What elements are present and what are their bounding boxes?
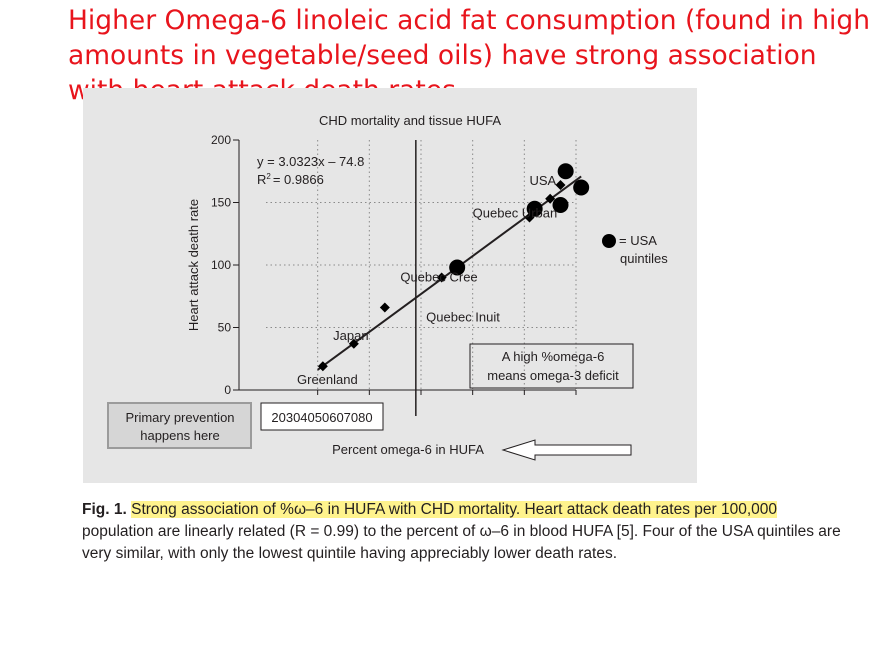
deficit-note-line-1: A high %omega-6 (502, 349, 605, 364)
point-labels: Greenland Japan Quebec Cree Quebec Inuit Que… (297, 173, 557, 387)
y-axis-ticks: 0 50 100 150 200 (211, 133, 239, 397)
r-squared-value: = 0.9866 (273, 172, 324, 187)
data-point-usa-quintile (552, 197, 569, 213)
data-point (545, 193, 556, 204)
r-squared-label: R2 = 0.9866 (257, 172, 324, 187)
arrow-left-icon (501, 439, 632, 461)
r-squared-exponent: 2 (266, 172, 271, 181)
y-tick-label: 200 (211, 133, 231, 147)
y-tick-label: 0 (224, 383, 231, 397)
data-point-usa-quintile (526, 200, 543, 217)
point-label: Quebec Cree (400, 269, 477, 284)
data-point-usa-quintile (557, 163, 574, 180)
y-axis-label: Heart attack death rate (186, 199, 201, 331)
data-point (348, 338, 359, 349)
legend-line-1: = USA (619, 233, 657, 248)
data-point (555, 180, 566, 190)
caption-highlight: Strong association of %ω–6 in HUFA with … (131, 501, 778, 518)
regression-equation: y = 3.0323x – 74.8 (257, 154, 364, 169)
data-point-usa-quintile (449, 259, 466, 276)
data-points (317, 163, 590, 372)
x-tick-labels: 20304050607080 (271, 410, 372, 425)
caption-rest: population are linearly related (R = 0.9… (82, 523, 841, 562)
x-axis-ticks (239, 389, 577, 395)
deficit-note-box (469, 343, 634, 389)
point-label: Quebec Urban (473, 206, 558, 221)
prevention-line-1: Primary prevention (125, 410, 234, 425)
headline: Higher Omega-6 linoleic acid fat consump… (68, 5, 871, 106)
r-squared-letter: R (257, 172, 266, 187)
y-tick-label: 150 (211, 196, 231, 210)
data-point (436, 272, 447, 283)
y-tick-label: 100 (211, 258, 231, 272)
x-tick-box (260, 402, 384, 431)
point-label: USA (530, 173, 557, 188)
caption-fig-label: Fig. 1. (82, 501, 127, 518)
prevention-line-2: happens here (140, 428, 220, 443)
legend-marker (602, 234, 616, 248)
chart-title: CHD mortality and tissue HUFA (319, 113, 501, 128)
legend-line-2: quintiles (620, 251, 668, 266)
prevention-box (107, 402, 252, 449)
data-point-usa-quintile (573, 179, 590, 196)
data-point (379, 302, 390, 313)
point-label: Greenland (297, 372, 358, 387)
deficit-note-line-2: means omega-3 deficit (487, 368, 619, 383)
point-label: Japan (333, 328, 368, 343)
figure-caption: Fig. 1. Strong association of %ω–6 in HU… (82, 499, 842, 565)
x-axis-label: Percent omega-6 in HUFA (332, 442, 484, 457)
data-point (317, 361, 328, 372)
y-tick-label: 50 (218, 321, 232, 335)
point-label: Quebec Inuit (426, 309, 500, 324)
